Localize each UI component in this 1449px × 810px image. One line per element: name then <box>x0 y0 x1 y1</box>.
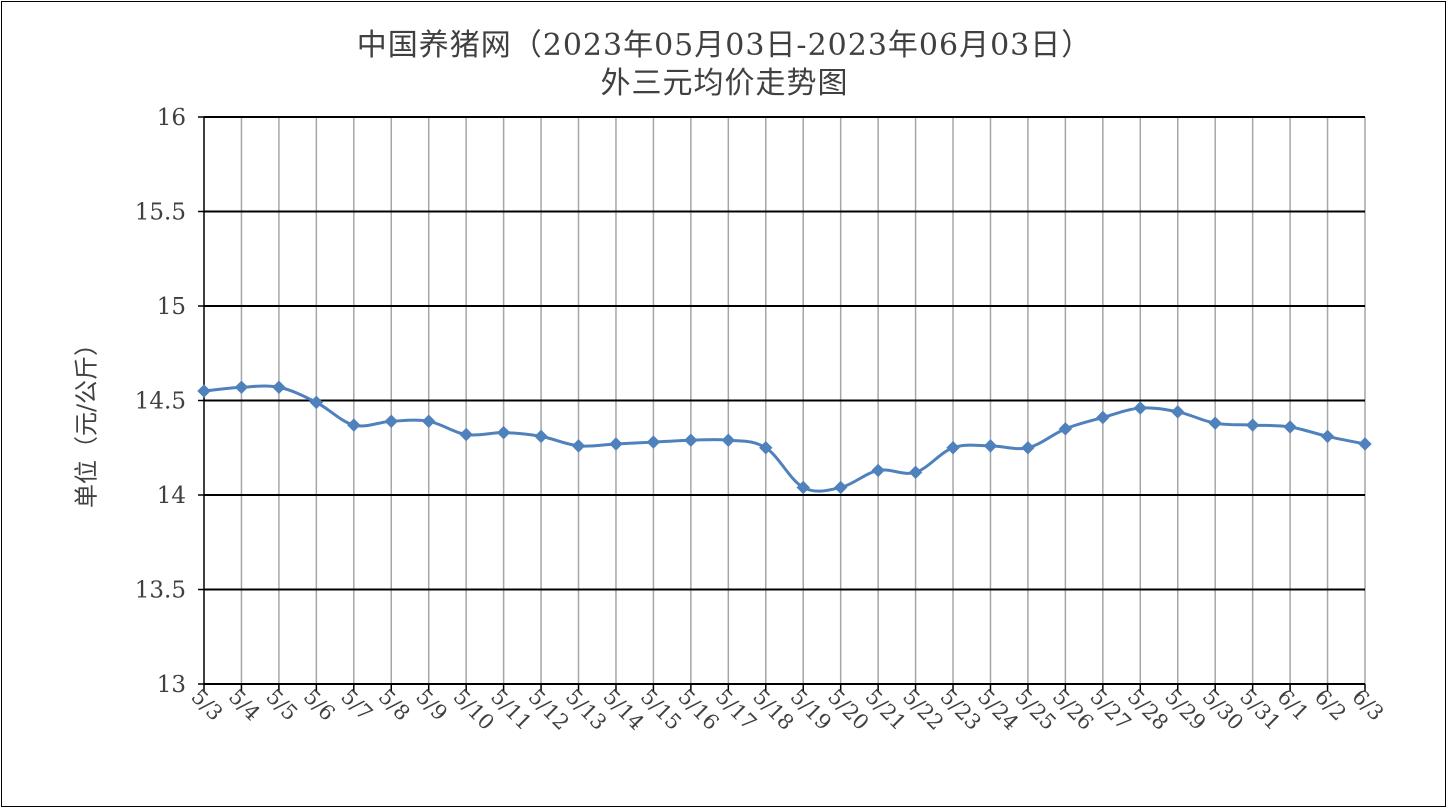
x-tick-label: 5/11 <box>486 685 536 735</box>
data-point <box>1096 410 1110 425</box>
x-tick-label: 5/29 <box>1160 685 1210 735</box>
data-point <box>1320 429 1335 444</box>
x-tick-label: 5/10 <box>449 685 499 735</box>
y-tick-label: 14.5 <box>135 389 186 415</box>
x-tick-label: 5/28 <box>1123 685 1173 735</box>
series-line <box>203 384 1366 493</box>
data-point <box>571 439 586 453</box>
data-point <box>1208 416 1222 430</box>
data-point <box>384 414 398 428</box>
data-point <box>1358 437 1372 451</box>
x-tick-label: 5/6 <box>299 685 340 726</box>
x-tick-label: 5/4 <box>224 685 265 726</box>
chart-subtitle: 外三元均价走势图 <box>600 66 849 101</box>
x-tick-label: 5/22 <box>898 685 948 735</box>
data-point <box>197 384 211 398</box>
x-tick-label: 5/24 <box>973 685 1023 735</box>
data-point <box>684 433 698 447</box>
y-tick-label: 15.5 <box>135 200 186 226</box>
data-point <box>234 380 249 394</box>
data-point <box>309 395 324 410</box>
x-tick-label: 5/14 <box>598 685 648 735</box>
y-tick-label: 13 <box>157 672 186 698</box>
x-tick-label: 5/12 <box>524 685 574 735</box>
x-tick-label: 5/8 <box>374 685 415 726</box>
x-tick-label: 5/3 <box>186 685 227 726</box>
data-point <box>422 414 436 428</box>
x-tick-label: 5/26 <box>1048 685 1098 735</box>
data-point <box>347 418 361 432</box>
x-tick-label: 5/9 <box>411 685 452 726</box>
x-tick-label: 5/15 <box>636 685 686 735</box>
x-tick-label: 5/20 <box>823 685 873 735</box>
x-tick-label: 6/2 <box>1310 685 1351 726</box>
data-point <box>871 463 885 478</box>
x-tick-label: 5/7 <box>336 685 377 726</box>
y-tick-label: 16 <box>157 105 186 131</box>
x-tick-label: 5/23 <box>935 685 985 735</box>
data-series <box>197 380 1372 495</box>
x-tick-label: 5/17 <box>711 685 761 735</box>
x-tick-label: 5/5 <box>261 685 302 726</box>
data-point <box>1171 405 1185 419</box>
data-point <box>272 380 286 394</box>
data-point <box>983 439 998 453</box>
y-tick-label: 15 <box>157 294 186 320</box>
horizontal-gridlines <box>204 116 1365 591</box>
data-point <box>1021 441 1035 455</box>
y-tick-label: 14 <box>157 483 186 509</box>
x-tick-labels: 5/35/45/55/65/75/85/95/105/115/125/135/1… <box>186 685 1388 735</box>
x-tick-label: 5/27 <box>1085 685 1135 735</box>
data-point <box>908 465 923 480</box>
x-tick-label: 5/25 <box>1010 685 1060 735</box>
x-tick-label: 6/3 <box>1347 685 1388 726</box>
data-point <box>1133 401 1147 415</box>
data-point <box>1283 420 1297 434</box>
data-point <box>833 480 848 495</box>
data-point <box>646 435 661 449</box>
data-point <box>459 427 473 442</box>
data-point <box>721 433 736 447</box>
data-point <box>496 425 511 440</box>
data-point <box>759 441 773 455</box>
y-tick-labels: 13 13.5 14 14.5 15 15.5 16 <box>135 105 186 698</box>
x-tick-label: 5/21 <box>861 685 911 735</box>
x-tick-label: 5/19 <box>786 685 836 735</box>
axes <box>198 116 1366 691</box>
x-tick-label: 5/30 <box>1198 685 1248 735</box>
x-tick-label: 5/18 <box>748 685 798 735</box>
data-point <box>946 441 960 455</box>
data-point <box>609 437 623 451</box>
data-point <box>1058 422 1073 436</box>
x-tick-label: 5/13 <box>561 685 611 735</box>
x-tick-label: 5/16 <box>673 685 723 735</box>
data-point <box>796 480 810 495</box>
chart-title: 中国养猪网（2023年05月03日-2023年06月03日） <box>356 28 1093 63</box>
x-tick-label: 5/31 <box>1235 685 1285 735</box>
y-tick-label: 13.5 <box>135 578 186 604</box>
data-point <box>534 429 548 444</box>
data-point <box>1245 418 1260 432</box>
